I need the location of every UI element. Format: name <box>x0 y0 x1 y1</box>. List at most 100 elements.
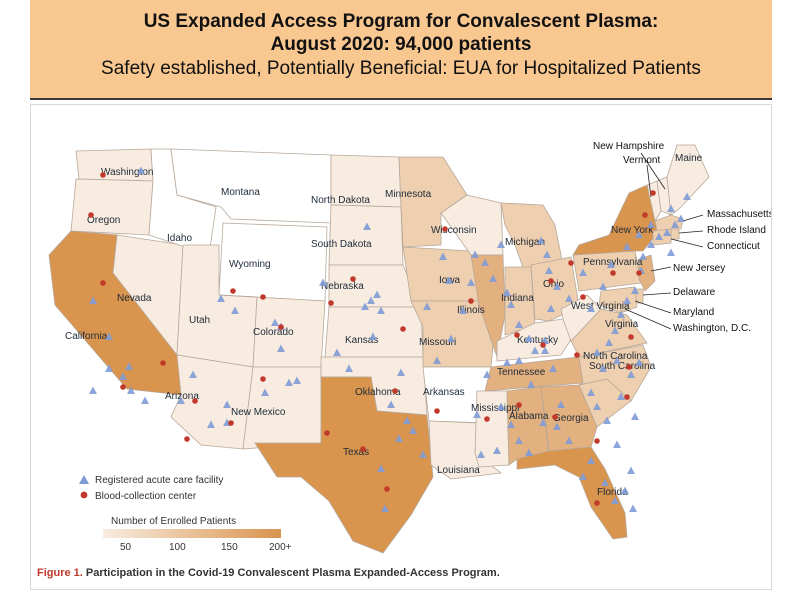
state-label-washington-d-c: Washington, D.C. <box>673 323 751 334</box>
facility-marker <box>473 410 481 418</box>
facility-marker <box>629 504 637 512</box>
blood-center-marker <box>278 324 284 330</box>
callout-line-rhode-island <box>678 230 704 234</box>
state-label-arizona: Arizona <box>165 391 199 402</box>
blood-center-marker <box>650 190 656 196</box>
facility-marker <box>543 250 551 258</box>
legend-facility-icon <box>79 475 89 484</box>
state-label-oregon: Oregon <box>87 215 120 226</box>
legend-scale-tick: 100 <box>169 542 186 553</box>
facility-marker <box>623 242 631 250</box>
facility-marker <box>177 396 185 404</box>
blood-center-marker <box>636 270 642 276</box>
blood-center-marker <box>594 438 600 444</box>
blood-center-marker <box>88 212 94 218</box>
blood-center-marker <box>514 332 520 338</box>
facility-marker <box>217 294 225 302</box>
facility-marker <box>223 400 231 408</box>
facility-marker <box>545 266 553 274</box>
facility-marker <box>655 232 663 240</box>
legend-scale-tick: 150 <box>221 542 238 553</box>
facility-marker <box>601 478 609 486</box>
state-label-new-hampshire: New Hampshire <box>593 141 665 152</box>
state-label-delaware: Delaware <box>673 287 716 298</box>
facility-marker <box>515 320 523 328</box>
blood-center-marker <box>568 260 574 266</box>
facility-marker <box>137 166 145 174</box>
legend-scale-title: Number of Enrolled Patients <box>111 516 236 527</box>
state-wisconsin <box>440 194 504 256</box>
blood-center-marker <box>624 394 630 400</box>
blood-center-marker <box>610 270 616 276</box>
facility-marker <box>507 420 515 428</box>
facility-marker <box>647 240 655 248</box>
facility-marker <box>141 396 149 404</box>
blood-center-marker <box>100 280 106 286</box>
callout-line-washington-d-c <box>624 308 672 330</box>
facility-marker <box>489 274 497 282</box>
facility-marker <box>477 450 485 458</box>
facility-marker <box>607 260 615 268</box>
figure-caption: Figure 1. Participation in the Covid-19 … <box>37 567 500 579</box>
blood-center-marker <box>160 360 166 366</box>
facility-marker <box>579 268 587 276</box>
facility-marker <box>333 348 341 356</box>
facility-marker <box>125 362 133 370</box>
facility-marker <box>593 348 601 356</box>
figure-panel: Washington Oregon California Nevada Idaho Mon… <box>30 104 772 590</box>
facility-marker <box>627 370 635 378</box>
facility-marker <box>611 326 619 334</box>
facility-marker <box>409 426 417 434</box>
facility-marker <box>271 318 279 326</box>
facility-marker <box>621 486 629 494</box>
blood-center-marker <box>400 326 406 332</box>
facility-marker <box>537 236 545 244</box>
state-label-florida: Florida <box>597 487 628 498</box>
state-label-maine: Maine <box>675 153 703 164</box>
facility-marker <box>459 306 467 314</box>
facility-marker <box>493 446 501 454</box>
facility-marker <box>549 364 557 372</box>
facility-marker <box>207 420 215 428</box>
blood-center-marker <box>484 416 490 422</box>
state-maryland <box>598 286 638 314</box>
state-label-montana: Montana <box>221 187 260 198</box>
blood-center-marker <box>540 342 546 348</box>
state-label-mississippi: Mississippi <box>471 403 519 414</box>
facility-marker <box>611 496 619 504</box>
facility-marker <box>677 214 685 222</box>
state-label-indiana: Indiana <box>501 293 534 304</box>
blood-center-marker <box>434 408 440 414</box>
facility-marker <box>285 378 293 386</box>
state-label-kentucky: Kentucky <box>517 335 558 346</box>
blood-center-marker <box>392 388 398 394</box>
facility-marker <box>603 416 611 424</box>
state-label-south-dakota: South Dakota <box>311 239 372 250</box>
facility-marker <box>403 416 411 424</box>
state-label-new-mexico: New Mexico <box>231 407 286 418</box>
state-north-carolina <box>578 344 652 402</box>
facility-marker <box>467 278 475 286</box>
us-map: Washington Oregon California Nevada Idaho Mon… <box>48 141 771 554</box>
blood-center-marker <box>626 364 632 370</box>
facility-marker <box>507 300 515 308</box>
callout-line-vermont <box>646 164 652 198</box>
blood-center-marker <box>574 352 580 358</box>
state-label-connecticut: Connecticut <box>707 241 760 252</box>
facility-marker <box>127 386 135 394</box>
facility-marker <box>439 252 447 260</box>
facility-marker <box>503 288 511 296</box>
facility-marker <box>231 306 239 314</box>
facility-marker <box>631 412 639 420</box>
facility-marker <box>639 252 647 260</box>
facility-marker <box>587 304 595 312</box>
state-label-west-virginia: West Virginia <box>571 301 630 312</box>
blood-center-marker <box>552 414 558 420</box>
banner-title-line2: August 2020: 94,000 patients <box>270 34 532 55</box>
state-minnesota <box>398 156 468 248</box>
facility-marker <box>447 334 455 342</box>
state-label-massachusetts: Massachusetts <box>707 209 771 220</box>
facility-marker <box>587 456 595 464</box>
facility-marker <box>395 434 403 442</box>
state-label-idaho: Idaho <box>167 233 192 244</box>
